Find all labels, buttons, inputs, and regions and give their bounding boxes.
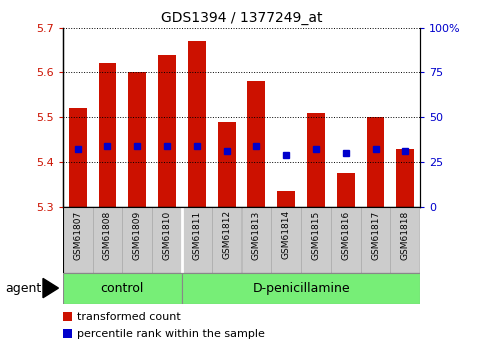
Bar (63, 207, 93, 273)
Bar (247, 81, 265, 207)
Bar (69, 108, 86, 207)
Bar (367, 117, 384, 207)
Text: GSM61818: GSM61818 (401, 210, 410, 259)
Bar (122, 207, 152, 273)
Text: control: control (100, 282, 144, 295)
Bar (390, 207, 420, 273)
Bar (152, 207, 182, 273)
Bar (63, 329, 71, 338)
Bar (271, 207, 301, 273)
Bar (212, 207, 242, 273)
Bar (63, 273, 182, 304)
Text: GSM61807: GSM61807 (73, 210, 82, 259)
Text: GSM61808: GSM61808 (103, 210, 112, 259)
Title: GDS1394 / 1377249_at: GDS1394 / 1377249_at (161, 11, 322, 25)
Bar (331, 207, 361, 273)
Text: GSM61809: GSM61809 (133, 210, 142, 259)
Bar (128, 72, 146, 207)
Text: GSM61817: GSM61817 (371, 210, 380, 259)
Bar (277, 191, 295, 207)
Bar (301, 207, 331, 273)
Bar (182, 207, 212, 273)
Polygon shape (43, 278, 58, 298)
Bar (93, 207, 122, 273)
Bar (182, 273, 420, 304)
Text: GSM61812: GSM61812 (222, 210, 231, 259)
Bar (218, 122, 236, 207)
Bar (337, 174, 355, 207)
Text: GSM61815: GSM61815 (312, 210, 320, 259)
Text: GSM61811: GSM61811 (192, 210, 201, 259)
Bar (63, 312, 71, 321)
Text: GSM61813: GSM61813 (252, 210, 261, 259)
Text: GSM61816: GSM61816 (341, 210, 350, 259)
Bar (361, 207, 390, 273)
Bar (397, 149, 414, 207)
Text: D-penicillamine: D-penicillamine (252, 282, 350, 295)
Bar (158, 55, 176, 207)
Bar (99, 63, 116, 207)
Text: GSM61814: GSM61814 (282, 210, 291, 259)
Bar (188, 41, 206, 207)
Text: percentile rank within the sample: percentile rank within the sample (77, 329, 265, 339)
Text: transformed count: transformed count (77, 312, 181, 322)
Text: GSM61810: GSM61810 (163, 210, 171, 259)
Bar (307, 113, 325, 207)
Text: agent: agent (5, 282, 41, 295)
Bar (242, 207, 271, 273)
